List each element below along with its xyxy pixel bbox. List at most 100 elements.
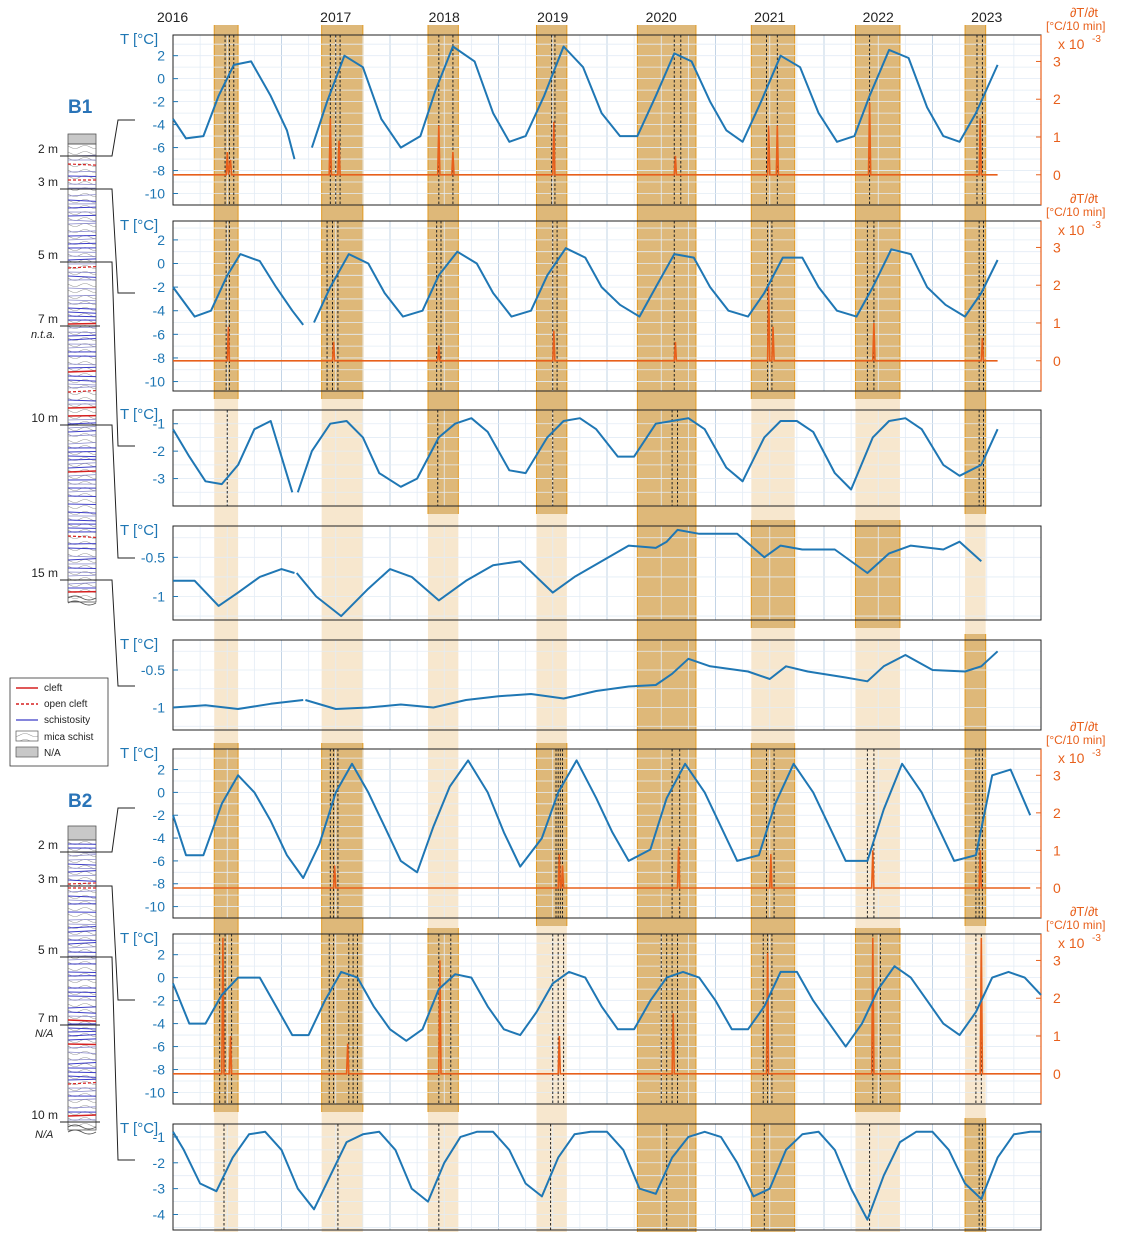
core-stratum-line	[67, 307, 97, 310]
core-stratum-line	[67, 275, 97, 278]
panel-b1-3m-rate-series	[173, 285, 998, 362]
core-stratum-line	[67, 1006, 97, 1009]
year-axis: 2016 2017 2018 2019 2020 2021 2022 2023	[157, 9, 1003, 25]
core-stratum-line	[67, 1090, 97, 1093]
core-stratum-line	[67, 899, 97, 902]
panel-b2-3m-rate-tick-label: 0	[1053, 1066, 1061, 1082]
panel-b1-15m-frame	[172, 639, 1042, 731]
b2-depth-labels: 2 m 3 m 5 m 7 m 10 m N/A N/A	[31, 838, 100, 1141]
core-stratum-line	[67, 199, 97, 202]
panel-b1-5m: -1 -2 -3 T [°C]	[120, 406, 1042, 507]
event-window-dark-0-0	[214, 25, 239, 399]
core-stratum-line	[67, 434, 97, 437]
depth-label-0-1: 3 m	[38, 175, 58, 189]
core-stratum-line	[67, 1038, 97, 1041]
core-stratum-line	[67, 214, 97, 217]
core-stratum-line	[67, 326, 97, 329]
panel-b2-2m-t-axis-label: T [°C]	[120, 745, 158, 762]
core-stratum-line	[67, 338, 97, 341]
core-stratum-line	[67, 547, 97, 550]
core-stratum-line	[67, 1015, 97, 1018]
panel-b1-15m-temperature-series	[172, 650, 999, 710]
core-stratum-line	[67, 571, 97, 573]
core-stratum-line	[67, 1046, 97, 1049]
panel-b1-3m-rate-tick-label: 3	[1053, 239, 1061, 255]
core-stratum-line	[67, 930, 97, 933]
panel-b1-2m-rate-label-3: x 10	[1058, 36, 1085, 52]
core-stratum-line	[67, 287, 97, 290]
panel-b2-5m-temperature-series	[172, 1130, 1041, 1221]
panel-b1-2m-t-axis-label: T [°C]	[120, 31, 158, 48]
panel-b1-2m-ytick-label: -8	[153, 163, 166, 179]
core-stratum-line	[67, 183, 97, 185]
panel-b1-5m-grid	[172, 409, 1042, 507]
panel-b2-3m-t-axis-label: T [°C]	[120, 930, 158, 947]
core-stratum-line	[67, 418, 97, 421]
panel-b1-3m-ytick-label: -10	[145, 374, 165, 390]
year-label-2016: 2016	[157, 9, 188, 25]
panel-b1-3m-rate-label-1: ∂T/∂t	[1070, 191, 1098, 206]
core-stratum-line	[67, 574, 97, 577]
core-stratum-line	[67, 366, 97, 369]
core-stratum-line	[67, 511, 97, 514]
panel-b1-10m-ytick-label: -1	[153, 589, 166, 605]
event-window-dark-6-2	[855, 928, 900, 1112]
panel-b2-2m-ytick-label: -10	[145, 899, 165, 915]
core-stratum-line	[67, 1019, 97, 1022]
core-stratum-line	[67, 219, 97, 222]
panel-b1-2m-ytick-label: -6	[153, 140, 166, 156]
core-stratum-line	[67, 490, 97, 493]
panel-b2-3m: 2 0 -2 -4 -6 -8 -10 T [°C] 0 1 2 3 ∂T/∂t[°C/10 min] x…	[120, 904, 1105, 1105]
event-window-dark-5-1	[751, 520, 795, 628]
panel-b1-2m-rate-tick-label: 0	[1053, 167, 1061, 183]
panel-b2-3m-rate-label-exp: -3	[1092, 933, 1101, 944]
event-window-dark-7-1	[965, 634, 986, 926]
core-stratum-line	[67, 503, 97, 506]
core-stratum-line	[67, 170, 97, 173]
core-stratum-line	[67, 346, 97, 349]
core-stratum-line	[67, 870, 97, 873]
core-stratum-line	[67, 918, 97, 921]
panel-b1-3m-grid	[172, 221, 1042, 391]
core-stratum-line	[67, 466, 97, 469]
core-stratum-line	[67, 255, 97, 258]
panel-b2-3m-grid	[172, 934, 1042, 1105]
panel-b2-2m-rate-label-2: [°C/10 min]	[1046, 733, 1105, 747]
year-label-2021: 2021	[754, 9, 785, 25]
event-window-dark-2-1	[427, 928, 459, 1112]
panel-b2-2m-temperature-series	[172, 759, 1032, 879]
depth-label-0-5: 15 m	[31, 566, 58, 580]
year-label-2020: 2020	[646, 9, 677, 25]
panel-b1-10m-grid	[172, 526, 1042, 620]
panel-b1-2m-rate-tick-label: 2	[1053, 91, 1061, 107]
core-stratum-line	[67, 1078, 97, 1081]
panel-b2-3m-ytick-label: 0	[157, 970, 165, 986]
panel-b1-2m-ytick-label: -2	[153, 94, 166, 110]
core-stratum-line	[67, 995, 97, 998]
panel-b1-3m-ytick-label: -8	[153, 350, 166, 366]
panel-b1-2m-ytick-label: -10	[145, 186, 165, 202]
panel-b1-2m-rate-label-1: ∂T/∂t	[1070, 5, 1098, 20]
b2-note-na-7m: N/A	[35, 1028, 53, 1040]
core-stratum-line	[67, 958, 97, 961]
panel-b1-2m-ytick-label: -4	[153, 117, 166, 133]
core-stratum-line	[67, 302, 97, 305]
panel-b1-2m-rate-tick-label: 3	[1053, 53, 1061, 69]
core-stratum-line	[67, 455, 97, 458]
event-window-dark-4-0	[637, 25, 696, 1232]
b1-strata	[67, 154, 97, 593]
panel-b1-3m: 2 0 -2 -4 -6 -8 -10 T [°C] 0 1 2 3 ∂T/∂t[°C/10 min] x…	[120, 191, 1105, 392]
panel-b1-3m-rate-tick-label: 1	[1053, 315, 1061, 331]
panel-b1-2m-temperature-series	[172, 45, 999, 160]
panel-b1-3m-rate-label-exp: -3	[1092, 220, 1101, 231]
panel-b2-2m-rate-tick-label: 1	[1053, 842, 1061, 858]
panel-b1-3m-ytick-label: -2	[153, 279, 166, 295]
depth-label-1-2: 5 m	[38, 943, 58, 957]
panel-b1-5m-t-axis-label: T [°C]	[120, 406, 158, 423]
core-stratum-line	[67, 206, 97, 209]
panel-b1-3m-ytick-label: 0	[157, 256, 165, 272]
panel-b2-2m-rate-tick-label: 2	[1053, 805, 1061, 821]
panel-b2-2m-grid	[172, 749, 1042, 919]
